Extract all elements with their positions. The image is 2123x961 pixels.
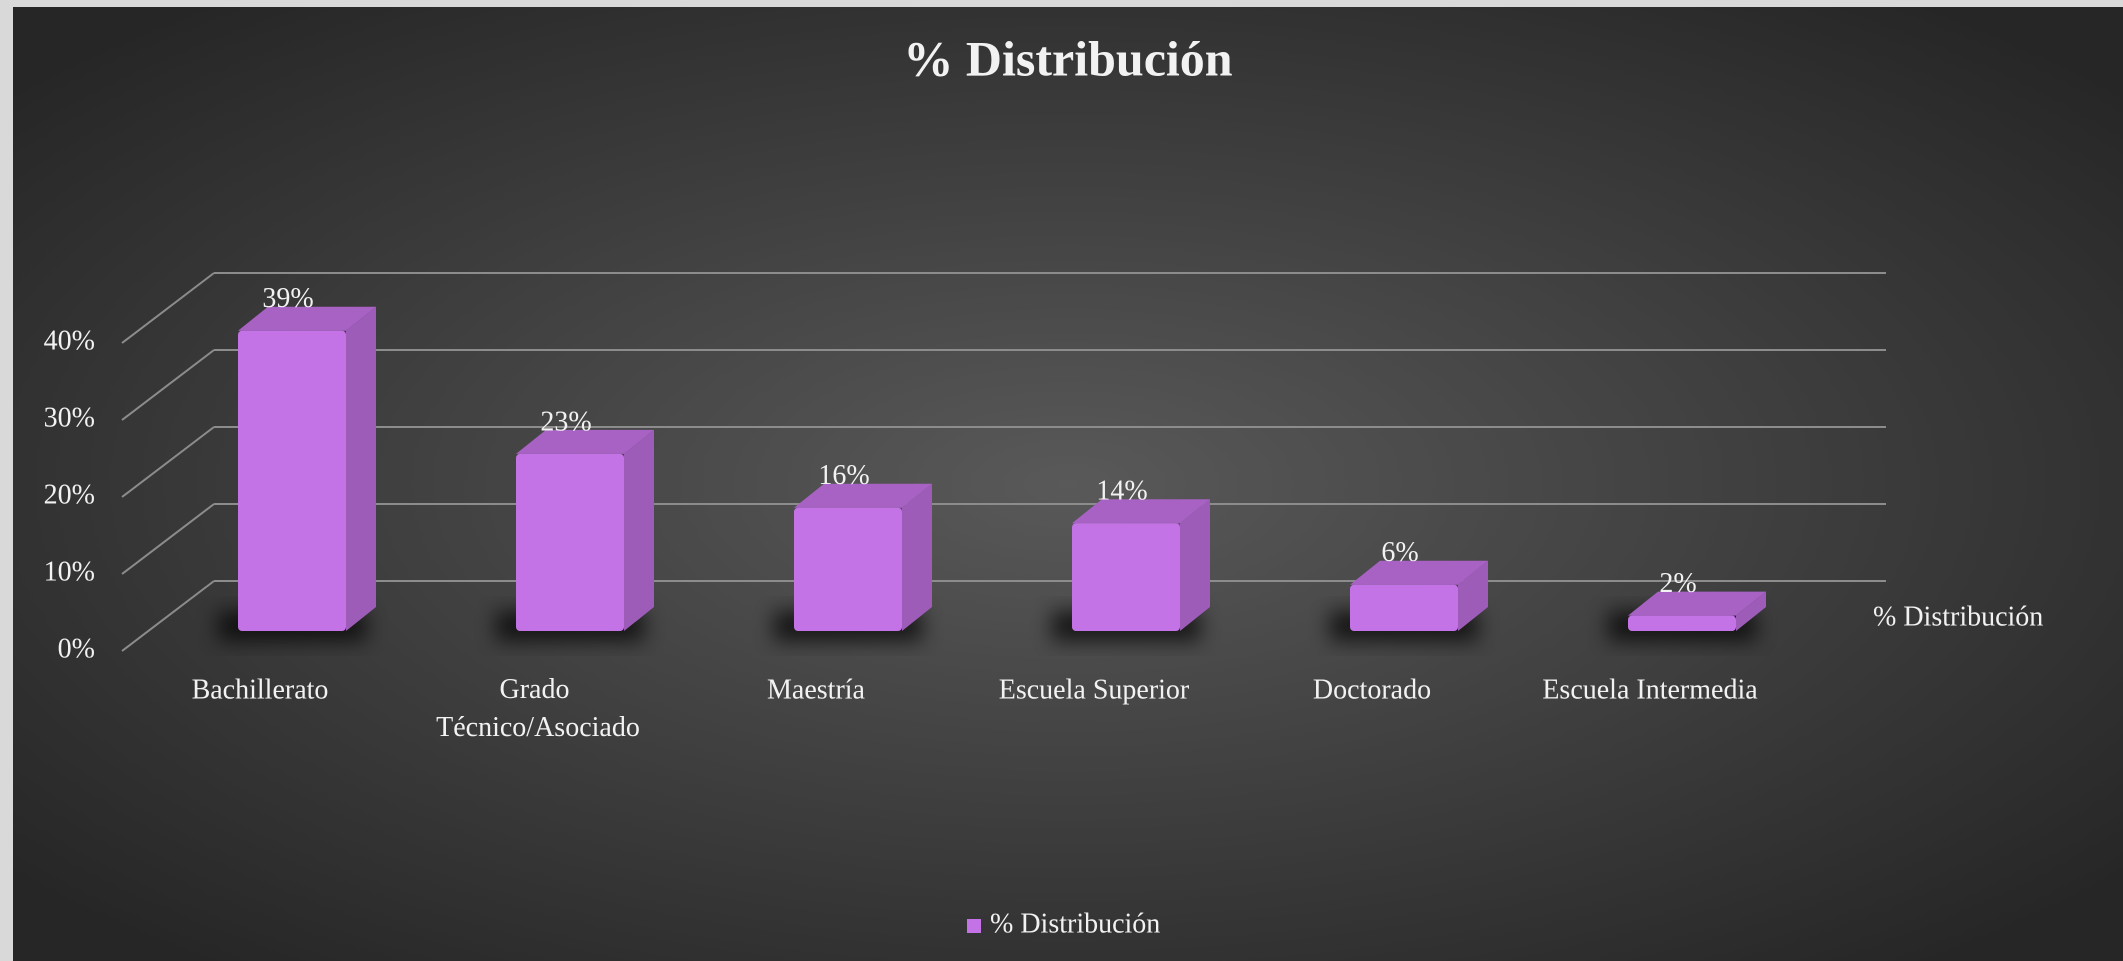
bar xyxy=(1628,615,1736,631)
bar-side xyxy=(1736,591,1766,631)
y-tick-label: 10% xyxy=(44,556,95,587)
x-tick-label: Maestría xyxy=(767,674,866,705)
x-tick-label: Escuela Intermedia xyxy=(1542,674,1758,705)
bar xyxy=(794,507,902,631)
data-label: 6% xyxy=(1381,537,1418,568)
bar-side xyxy=(1180,499,1210,631)
legend-swatch xyxy=(967,919,981,933)
bar-top xyxy=(1072,499,1210,524)
bar-side xyxy=(1458,560,1488,631)
y-tick-label: 40% xyxy=(44,325,95,356)
bar-top xyxy=(1350,560,1488,585)
bar-side xyxy=(346,306,376,631)
data-label: 14% xyxy=(1096,476,1147,507)
data-label: 39% xyxy=(262,283,313,314)
y-tick-label: 20% xyxy=(44,479,95,510)
x-tick-label: Doctorado xyxy=(1313,674,1431,705)
chart-title: % Distribución xyxy=(903,30,1232,86)
grid-line xyxy=(121,580,215,652)
data-label: 16% xyxy=(818,460,869,491)
x-tick-label: Escuela Superior xyxy=(999,674,1190,705)
legend-label: % Distribución xyxy=(990,908,1160,939)
bar xyxy=(1350,584,1458,631)
data-label: 23% xyxy=(540,406,591,437)
data-label: 2% xyxy=(1659,568,1696,599)
bar-top xyxy=(238,306,376,331)
bar xyxy=(238,330,346,631)
y-tick-label: 30% xyxy=(44,402,95,433)
x-tick-label: Bachillerato xyxy=(192,674,329,705)
bar xyxy=(516,453,624,631)
grid-line xyxy=(121,272,215,344)
grid-line xyxy=(121,349,215,421)
bar-top xyxy=(516,429,654,454)
bar-side xyxy=(624,429,654,631)
bar-side xyxy=(902,483,932,631)
grid-line xyxy=(121,426,215,498)
depth-axis-label: % Distribución xyxy=(1873,601,2043,632)
bar-top xyxy=(794,483,932,508)
bar-top xyxy=(1628,591,1766,616)
grid-line xyxy=(121,503,215,575)
bar xyxy=(1072,523,1180,631)
x-tick-label: Grado Técnico/Asociado xyxy=(436,674,640,743)
y-tick-label: 0% xyxy=(58,633,95,664)
